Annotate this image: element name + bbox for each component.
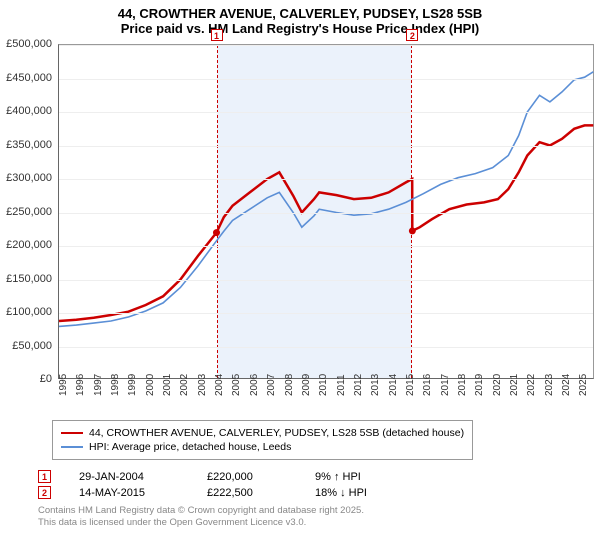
- legend: 44, CROWTHER AVENUE, CALVERLEY, PUDSEY, …: [52, 420, 473, 460]
- x-axis-labels: 1995199619971998199920002001200220032004…: [58, 382, 594, 410]
- x-tick-label: 2023: [544, 374, 555, 396]
- legend-swatch-2: [61, 446, 83, 448]
- y-tick-label: £100,000: [6, 306, 52, 318]
- chart-container: 44, CROWTHER AVENUE, CALVERLEY, PUDSEY, …: [0, 0, 600, 536]
- x-tick-label: 1998: [110, 374, 121, 396]
- x-tick-label: 2010: [318, 374, 329, 396]
- x-tick-label: 2021: [509, 374, 520, 396]
- x-tick-label: 1997: [93, 374, 104, 396]
- footer: Contains HM Land Registry data © Crown c…: [38, 505, 592, 530]
- chart-marker-1: 1: [211, 29, 223, 41]
- x-tick-label: 2013: [370, 374, 381, 396]
- x-tick-label: 1995: [58, 374, 69, 396]
- y-tick-label: £150,000: [6, 273, 52, 285]
- x-tick-label: 2014: [388, 374, 399, 396]
- x-tick-label: 2019: [474, 374, 485, 396]
- y-tick-label: £500,000: [6, 38, 52, 50]
- y-tick-label: £200,000: [6, 239, 52, 251]
- x-tick-label: 2016: [422, 374, 433, 396]
- y-tick-label: £350,000: [6, 139, 52, 151]
- x-tick-label: 2020: [492, 374, 503, 396]
- x-tick-label: 2000: [145, 374, 156, 396]
- event-marker-1: 1: [38, 470, 51, 483]
- title-line-1: 44, CROWTHER AVENUE, CALVERLEY, PUDSEY, …: [8, 6, 592, 21]
- y-tick-label: £450,000: [6, 72, 52, 84]
- footer-line-1: Contains HM Land Registry data © Crown c…: [38, 505, 592, 517]
- series-hpi: [59, 72, 593, 327]
- event-row-1: 1 29-JAN-2004 £220,000 9% ↑ HPI: [38, 470, 592, 483]
- y-tick-label: £50,000: [12, 340, 52, 352]
- event-marker-2: 2: [38, 486, 51, 499]
- x-tick-label: 2007: [266, 374, 277, 396]
- event-table: 1 29-JAN-2004 £220,000 9% ↑ HPI 2 14-MAY…: [38, 470, 592, 499]
- y-tick-label: £0: [40, 373, 52, 385]
- event-row-2: 2 14-MAY-2015 £222,500 18% ↓ HPI: [38, 486, 592, 499]
- x-tick-label: 1996: [75, 374, 86, 396]
- x-tick-label: 2022: [526, 374, 537, 396]
- y-tick-label: £400,000: [6, 105, 52, 117]
- legend-swatch-1: [61, 432, 83, 434]
- x-tick-label: 2011: [336, 374, 347, 396]
- event-price-2: £222,500: [207, 487, 287, 499]
- x-tick-label: 2018: [457, 374, 468, 396]
- x-tick-label: 2002: [179, 374, 190, 396]
- title-block: 44, CROWTHER AVENUE, CALVERLEY, PUDSEY, …: [8, 6, 592, 36]
- title-line-2: Price paid vs. HM Land Registry's House …: [8, 21, 592, 36]
- y-axis-labels: £0£50,000£100,000£150,000£200,000£250,00…: [8, 44, 56, 379]
- x-tick-label: 2003: [197, 374, 208, 396]
- x-tick-label: 1999: [127, 374, 138, 396]
- legend-label-1: 44, CROWTHER AVENUE, CALVERLEY, PUDSEY, …: [89, 427, 464, 439]
- x-tick-label: 2004: [214, 374, 225, 396]
- event-date-1: 29-JAN-2004: [79, 471, 179, 483]
- legend-item-hpi: HPI: Average price, detached house, Leed…: [61, 441, 464, 453]
- footer-line-2: This data is licensed under the Open Gov…: [38, 517, 592, 529]
- legend-item-price-paid: 44, CROWTHER AVENUE, CALVERLEY, PUDSEY, …: [61, 427, 464, 439]
- event-price-1: £220,000: [207, 471, 287, 483]
- event-pct-1: 9% ↑ HPI: [315, 471, 405, 483]
- x-tick-label: 2005: [231, 374, 242, 396]
- x-tick-label: 2008: [284, 374, 295, 396]
- series-price_paid: [59, 125, 593, 321]
- y-tick-label: £250,000: [6, 206, 52, 218]
- y-tick-label: £300,000: [6, 172, 52, 184]
- x-tick-label: 2024: [561, 374, 572, 396]
- x-tick-label: 2025: [578, 374, 589, 396]
- event-pct-2: 18% ↓ HPI: [315, 487, 405, 499]
- x-tick-label: 2017: [440, 374, 451, 396]
- event-date-2: 14-MAY-2015: [79, 487, 179, 499]
- plot-area: 12: [58, 44, 594, 379]
- legend-label-2: HPI: Average price, detached house, Leed…: [89, 441, 291, 453]
- x-tick-label: 2001: [162, 374, 173, 396]
- x-tick-label: 2009: [301, 374, 312, 396]
- x-tick-label: 2012: [353, 374, 364, 396]
- chart-marker-2: 2: [406, 29, 418, 41]
- x-tick-label: 2006: [249, 374, 260, 396]
- x-tick-label: 2015: [405, 374, 416, 396]
- chart-area: £0 £50,000 £100,000 £150,000 £200,000 £250,00…: [8, 40, 598, 410]
